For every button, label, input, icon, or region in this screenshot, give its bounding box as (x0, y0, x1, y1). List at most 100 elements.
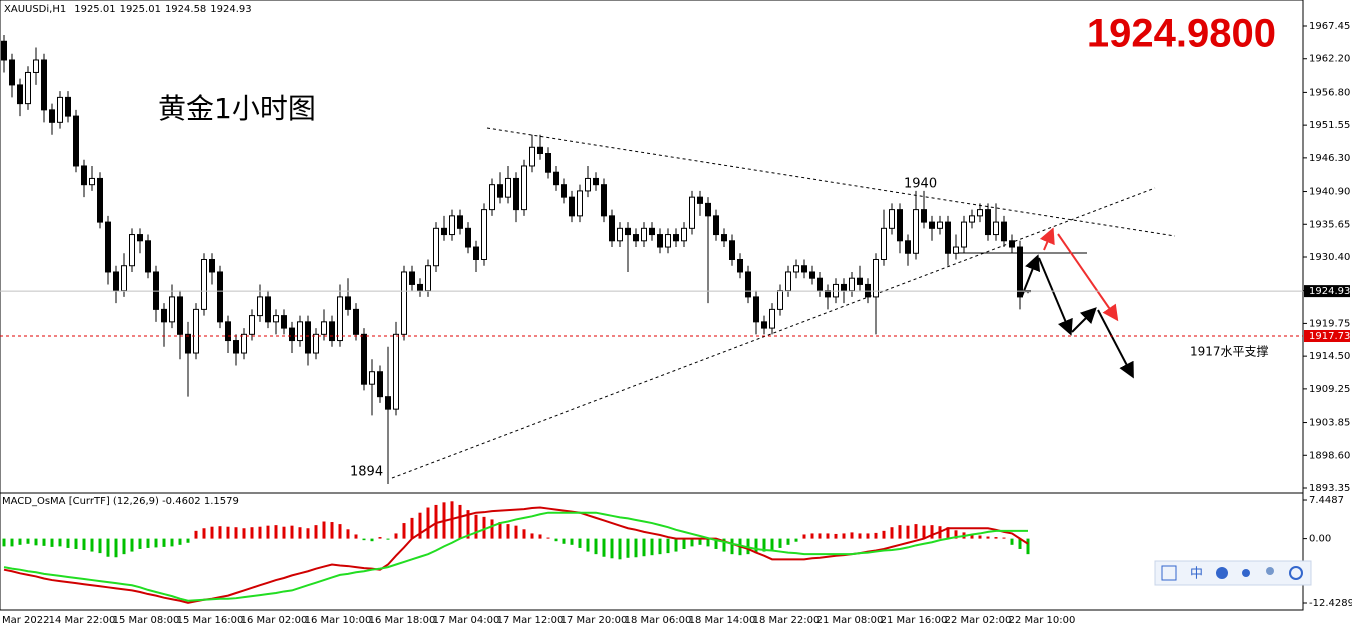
osma-bar (386, 538, 390, 540)
y-tick-label: 1967.45 (1309, 21, 1350, 32)
osma-bar (450, 501, 454, 539)
candle-body (545, 153, 551, 173)
osma-bar (850, 532, 854, 539)
x-tick-label: 14 Mar 22:00 (49, 615, 116, 626)
osma-bar (1002, 537, 1006, 539)
candle-body (73, 115, 79, 167)
osma-bar (242, 528, 246, 539)
tool-icon[interactable] (1266, 567, 1274, 575)
y-tick-label: 1919.75 (1309, 318, 1350, 329)
y-tick-label: 1956.80 (1309, 87, 1350, 98)
osma-bar (594, 538, 598, 555)
tool-icon[interactable] (1289, 566, 1303, 580)
osma-bar (418, 512, 422, 539)
osma-bar (146, 538, 150, 548)
candle-body (1009, 240, 1015, 248)
candle-body (241, 333, 247, 354)
y-tick-label: 1935.65 (1309, 219, 1350, 230)
candle-body (721, 234, 727, 242)
candle-body (521, 165, 527, 211)
candle-body (457, 215, 463, 229)
candle-body (129, 234, 135, 267)
osma-bar (42, 538, 46, 546)
candle-body (913, 209, 919, 254)
candle-body (953, 246, 959, 254)
y-tick-label: 1898.60 (1309, 450, 1350, 461)
osma-bar (410, 517, 414, 539)
y-tick-label: 1914.50 (1309, 351, 1350, 362)
tool-icon[interactable] (1216, 567, 1228, 579)
osma-bar (882, 530, 886, 539)
x-tick-label: 17 Mar 04:00 (433, 615, 500, 626)
candle-body (433, 227, 439, 267)
candle-body (729, 240, 735, 260)
candle-body (665, 234, 671, 248)
candle-body (233, 340, 239, 354)
osma-bar (514, 525, 518, 539)
tool-icon[interactable] (1242, 569, 1250, 577)
candle-body (225, 321, 231, 342)
candle-body (65, 96, 71, 117)
osma-bar (530, 533, 534, 539)
osma-bar (730, 538, 734, 555)
candle-body (657, 234, 663, 248)
candle-body (441, 227, 447, 236)
candle-body (57, 96, 63, 123)
candle-body (185, 333, 191, 354)
osma-bar (322, 521, 326, 539)
osma-bar (970, 534, 974, 539)
osma-bar (138, 538, 142, 549)
osma-bar (474, 514, 478, 539)
candle-body (761, 321, 767, 329)
candle-body (393, 333, 399, 410)
candle-body (969, 215, 975, 223)
annotation: 1894 (350, 465, 383, 480)
candle-body (673, 234, 679, 242)
osma-bar (618, 538, 622, 560)
tool-icon[interactable]: 中 (1190, 567, 1203, 582)
osma-bar (554, 538, 558, 542)
osma-bar (130, 538, 134, 552)
osma-bar (570, 538, 574, 545)
osma-bar (282, 526, 286, 539)
annotation: 1940 (904, 177, 937, 192)
candle-body (617, 227, 623, 242)
candle-body (209, 258, 215, 273)
osma-bar (378, 537, 382, 539)
osma-bar (1010, 538, 1014, 545)
candle-body (849, 277, 855, 292)
osma-bar (578, 538, 582, 548)
osma-bar (394, 533, 398, 539)
candle-body (273, 315, 279, 323)
osma-bar (546, 537, 550, 539)
candle-body (737, 258, 743, 273)
osma-bar (58, 538, 62, 547)
candle-body (713, 215, 719, 236)
candle-body (593, 177, 599, 186)
candle-body (577, 190, 583, 217)
x-tick-label: 22 Mar 02:00 (945, 615, 1012, 626)
tool-icon[interactable] (1161, 565, 1177, 581)
osma-bar (1018, 538, 1022, 549)
candle-body (497, 184, 503, 198)
candle-body (473, 246, 479, 260)
osma-bar (506, 524, 510, 539)
osma-bar (858, 533, 862, 539)
osma-bar (610, 538, 614, 559)
osma-bar (802, 534, 806, 539)
osma-bar (458, 504, 462, 539)
osma-bar (314, 525, 318, 539)
candle-body (1001, 221, 1007, 242)
osma-bar (162, 538, 166, 547)
candle-body (817, 277, 823, 292)
osma-bar (98, 538, 102, 554)
candle-body (649, 227, 655, 236)
y-tick-label: 0.00 (1309, 534, 1331, 545)
indicator-label: MACD_OsMA [CurrTF] (12,26,9) -0.4602 1.1… (2, 496, 239, 507)
x-tick-label: 21 Mar 08:00 (817, 615, 884, 626)
osma-bar (978, 535, 982, 539)
osma-bar (914, 524, 918, 539)
osma-bar (194, 530, 198, 539)
candle-body (777, 290, 783, 310)
